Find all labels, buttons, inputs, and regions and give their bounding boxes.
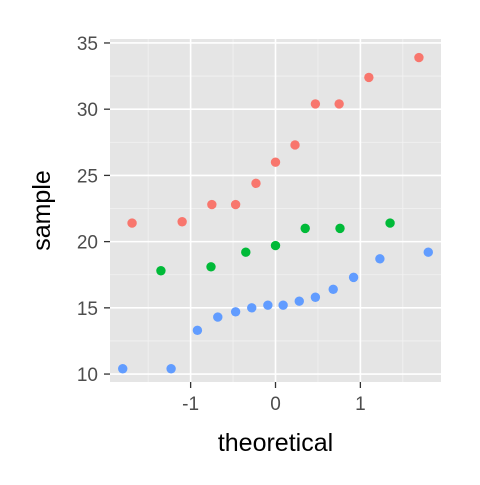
y-axis: 10 15 20 25 30 35 bbox=[77, 34, 110, 386]
data-point bbox=[300, 223, 310, 234]
y-axis-title: sample bbox=[28, 170, 56, 251]
data-point bbox=[335, 223, 345, 234]
data-point bbox=[310, 99, 321, 109]
data-point bbox=[270, 240, 281, 251]
data-point bbox=[166, 364, 176, 374]
data-point bbox=[310, 292, 321, 302]
data-point bbox=[118, 364, 128, 374]
x-axis-title: theoretical bbox=[218, 429, 333, 457]
series-1 bbox=[156, 218, 395, 276]
data-point bbox=[230, 199, 241, 210]
x-tick-label: 0 bbox=[270, 394, 281, 415]
data-point bbox=[156, 266, 166, 276]
data-point bbox=[230, 307, 241, 317]
data-points bbox=[118, 52, 433, 374]
x-tick-label: 1 bbox=[355, 394, 366, 415]
data-point bbox=[270, 157, 281, 167]
series-2 bbox=[118, 247, 433, 374]
data-point bbox=[334, 99, 344, 109]
data-point bbox=[206, 262, 216, 272]
data-point bbox=[192, 325, 203, 336]
data-point bbox=[385, 218, 395, 228]
data-point bbox=[278, 300, 288, 310]
y-tick-label: 25 bbox=[77, 166, 98, 187]
y-tick-label: 30 bbox=[77, 100, 98, 121]
data-point bbox=[364, 72, 374, 83]
data-point bbox=[375, 254, 385, 264]
x-tick-label: -1 bbox=[182, 394, 199, 415]
data-point bbox=[414, 52, 424, 63]
data-point bbox=[348, 272, 359, 283]
data-point bbox=[177, 217, 187, 227]
data-point bbox=[423, 247, 433, 257]
data-point bbox=[290, 140, 300, 150]
series-0 bbox=[127, 52, 424, 228]
data-point bbox=[263, 300, 273, 310]
x-axis: -1 0 1 bbox=[182, 382, 366, 415]
data-point bbox=[328, 284, 338, 294]
y-tick-label: 15 bbox=[77, 299, 98, 320]
data-point bbox=[251, 178, 261, 189]
data-point bbox=[207, 199, 217, 210]
y-tick-label: 35 bbox=[77, 34, 98, 55]
data-point bbox=[213, 312, 223, 322]
data-point bbox=[241, 247, 251, 257]
data-point bbox=[127, 218, 137, 228]
y-tick-label: 20 bbox=[77, 233, 98, 254]
y-tick-label: 10 bbox=[77, 365, 98, 386]
data-point bbox=[294, 296, 304, 306]
data-point bbox=[247, 303, 257, 313]
